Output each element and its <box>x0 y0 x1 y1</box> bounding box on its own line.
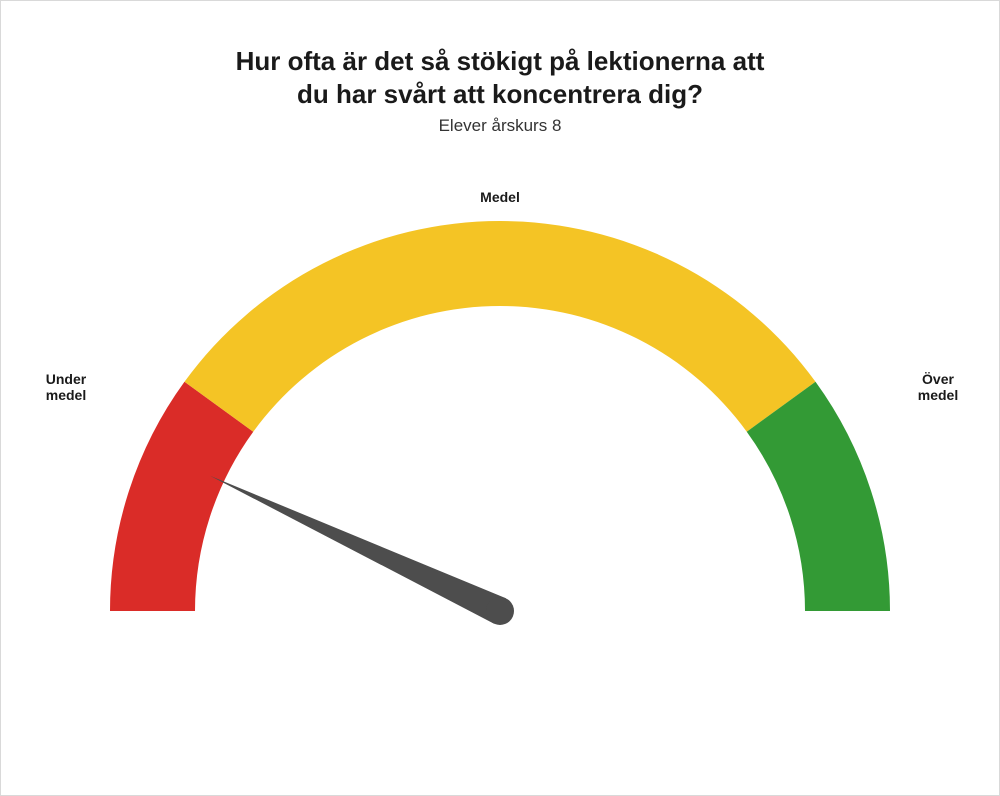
chart-title: Hur ofta är det så stökigt på lektionern… <box>1 45 999 110</box>
label-over-medel: Över medel <box>908 371 968 403</box>
title-line-1: Hur ofta är det så stökigt på lektionern… <box>236 46 765 76</box>
titles: Hur ofta är det så stökigt på lektionern… <box>1 45 999 136</box>
gauge-segment <box>747 382 890 611</box>
gauge-segment <box>184 221 815 432</box>
gauge-chart: Under medel Medel Över medel <box>60 181 940 706</box>
gauge-needle <box>210 476 506 624</box>
chart-subtitle: Elever årskurs 8 <box>1 116 999 136</box>
chart-card: Hur ofta är det så stökigt på lektionern… <box>0 0 1000 796</box>
label-under-medel: Under medel <box>36 371 96 403</box>
label-under-l2: medel <box>46 387 86 403</box>
gauge-needle-hub <box>486 597 514 625</box>
label-over-l1: Över <box>922 371 954 387</box>
label-medel: Medel <box>470 189 530 205</box>
gauge-segment <box>110 382 253 611</box>
label-under-l1: Under <box>46 371 86 387</box>
gauge-svg <box>60 181 940 701</box>
title-line-2: du har svårt att koncentrera dig? <box>297 79 703 109</box>
label-over-l2: medel <box>918 387 958 403</box>
